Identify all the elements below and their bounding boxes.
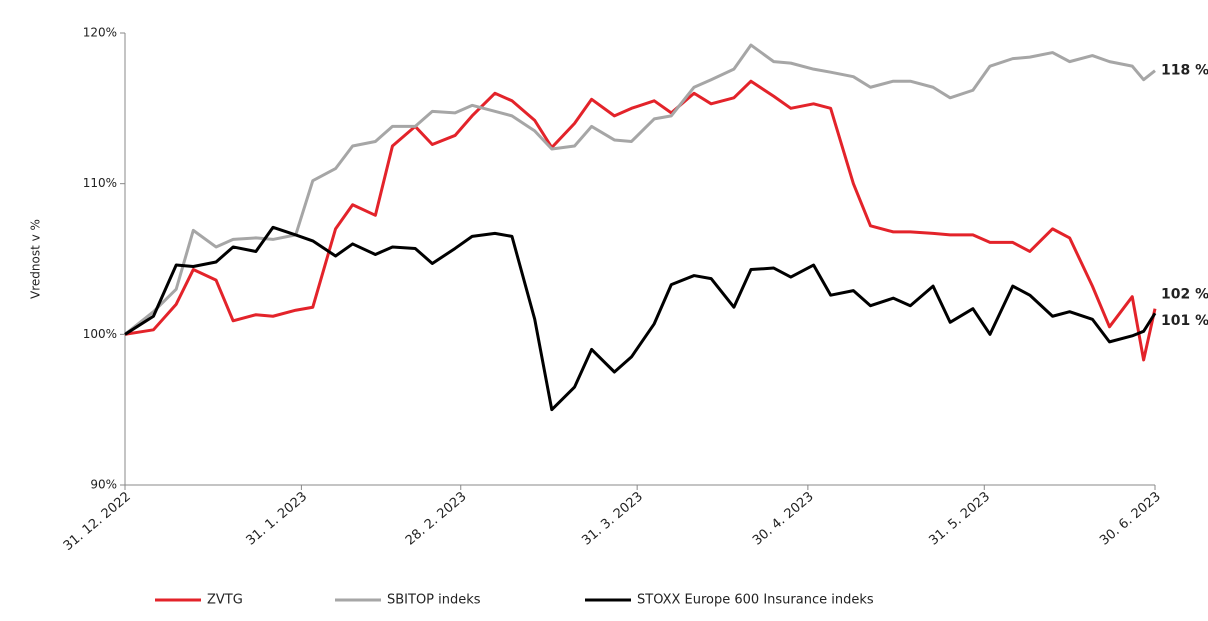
x-tick-label: 30. 6. 2023 [1097, 489, 1164, 548]
y-tick-label: 90% [90, 478, 117, 492]
end-label: 102 % [1161, 287, 1208, 303]
x-tick-label: 31. 3. 2023 [579, 489, 646, 548]
end-label: 101 % [1161, 313, 1208, 329]
y-tick-label: 100% [83, 327, 117, 341]
x-tick-label: 30. 4. 2023 [750, 489, 817, 548]
x-tick-label: 31. 1. 2023 [244, 489, 311, 548]
legend-label: STOXX Europe 600 Insurance indeks [637, 593, 874, 608]
end-label: 118 % [1161, 63, 1208, 79]
series-line [124, 43, 1156, 336]
y-tick-label: 110% [83, 176, 117, 190]
x-tick-label: 28. 2. 2023 [403, 489, 470, 548]
y-tick-label: 120% [83, 26, 117, 40]
y-axis-label: Vrednost v % [29, 219, 43, 299]
legend-label: ZVTG [207, 593, 243, 608]
x-tick-label: 31. 5. 2023 [926, 489, 993, 548]
series-line [124, 79, 1157, 362]
x-tick-label: 31. 12. 2022 [61, 489, 134, 554]
series-line [124, 225, 1157, 412]
legend-label: SBITOP indeks [387, 593, 481, 608]
